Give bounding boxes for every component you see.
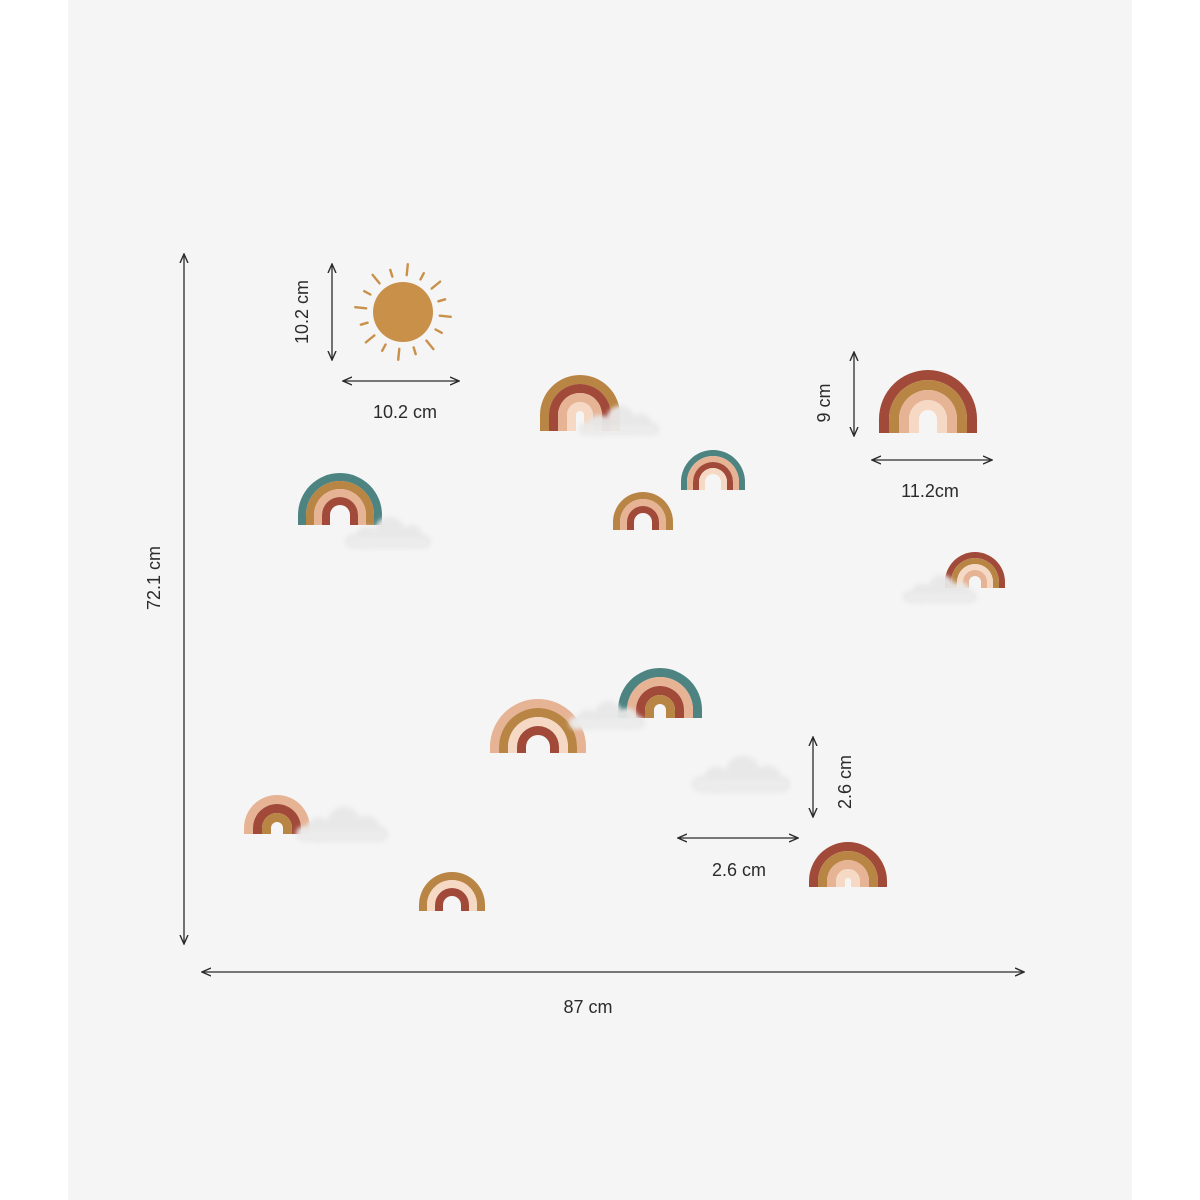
rainbow-bottom-right (809, 842, 887, 887)
rainbow-large-right-band-3 (899, 390, 957, 433)
rainbow-teal-center-band-4 (645, 695, 675, 718)
total-width-label: 87 cm (563, 997, 612, 1017)
rainbow-bottom-right-band-4 (836, 869, 860, 887)
rainbow-bottom-right-band-3 (827, 860, 869, 887)
rainbow-right-small (945, 552, 1005, 588)
rainbow-teal-small-band-2 (687, 456, 739, 490)
cloud-4 (569, 700, 645, 730)
rainbow-wide-center-band-1 (490, 699, 586, 753)
cloud-2 (345, 516, 431, 550)
rainbow-top-center-band-2 (549, 384, 611, 431)
rainbow-teal-left-band-3 (314, 489, 366, 525)
rainbow-large-right-band-4 (909, 400, 947, 433)
rainbow-large-right (879, 370, 977, 433)
rainbow-teal-center-band-1 (618, 668, 702, 718)
rainbows-layer (244, 370, 1005, 911)
sun-height-label: 10.2 cm (292, 280, 312, 344)
rainbow-teal-left-band-4 (322, 497, 358, 525)
rainbow-ochre-small-band-3 (627, 506, 659, 530)
clouds-front-layer (296, 405, 977, 843)
clouds-back-layer (692, 755, 790, 794)
small-height-label: 2.6 cm (835, 755, 855, 809)
rainbow-right-small-band-3 (957, 564, 993, 588)
rainbow-right-small-band-2 (951, 558, 999, 588)
rainbow-width-label: 11.2cm (901, 481, 959, 501)
small-width-dimension: 2.6 cm (678, 838, 798, 880)
rainbow-wide-center-band-3 (508, 717, 568, 753)
rainbow-bottom-center-band-1 (419, 872, 485, 911)
cloud-1 (579, 405, 659, 437)
rainbow-bottom-center-band-3 (435, 888, 469, 911)
small-height-dimension: 2.6 cm (813, 737, 855, 817)
rainbow-teal-center-band-3 (636, 686, 684, 718)
rainbow-bottom-right-band-2 (818, 851, 878, 887)
rainbow-ochre-small-band-2 (620, 499, 666, 530)
rainbow-large-right-band-1 (879, 370, 977, 433)
total-height-label: 72.1 cm (144, 546, 164, 610)
rainbow-teal-small-band-3 (693, 462, 733, 490)
rainbow-bottom-right-band-1 (809, 842, 887, 887)
rainbow-ochre-small-band-1 (613, 492, 673, 530)
rainbow-teal-small (681, 450, 745, 490)
rainbow-teal-small-band-4 (699, 468, 727, 490)
total-width-dimension: 87 cm (202, 972, 1024, 1017)
cloud-3 (903, 574, 977, 604)
rainbow-wide-center-band-2 (499, 708, 577, 753)
rainbow-teal-center-band-2 (627, 677, 693, 718)
rainbow-bottom-center (419, 872, 485, 911)
rainbow-height-label: 9 cm (814, 383, 834, 422)
sun-width-label: 10.2 cm (373, 402, 437, 422)
sun-width-dimension: 10.2 cm (343, 381, 459, 422)
rainbow-top-center-band-3 (558, 393, 602, 431)
rainbow-teal-center (618, 668, 702, 718)
rainbow-left-bottom-band-3 (262, 813, 292, 834)
rainbow-width-dimension: 11.2cm (872, 460, 992, 501)
rainbow-teal-left-band-2 (306, 481, 374, 525)
rainbow-teal-small-band-1 (681, 450, 745, 490)
total-height-dimension: 72.1 cm (144, 254, 184, 944)
cloud-5 (692, 755, 790, 794)
rainbow-left-bottom-band-1 (244, 795, 310, 834)
rainbow-teal-left-band-1 (298, 473, 382, 525)
rainbow-left-bottom-band-2 (253, 804, 301, 834)
cloud-6 (296, 806, 388, 843)
rainbow-right-small-band-4 (963, 570, 987, 588)
small-width-label: 2.6 cm (712, 860, 766, 880)
rainbow-wide-center-band-4 (517, 726, 559, 753)
rainbow-teal-left (298, 473, 382, 525)
rainbow-wide-center (490, 699, 586, 753)
sun-icon (354, 263, 452, 361)
rainbow-left-bottom (244, 795, 310, 834)
rainbow-bottom-center-band-2 (427, 880, 477, 911)
rainbow-right-small-band-1 (945, 552, 1005, 588)
rainbow-ochre-small (613, 492, 673, 530)
sun-height-dimension: 10.2 cm (292, 264, 332, 360)
rainbow-large-right-band-2 (889, 380, 967, 433)
rainbow-top-center-band-1 (540, 375, 620, 431)
rainbow-height-dimension: 9 cm (814, 352, 854, 436)
